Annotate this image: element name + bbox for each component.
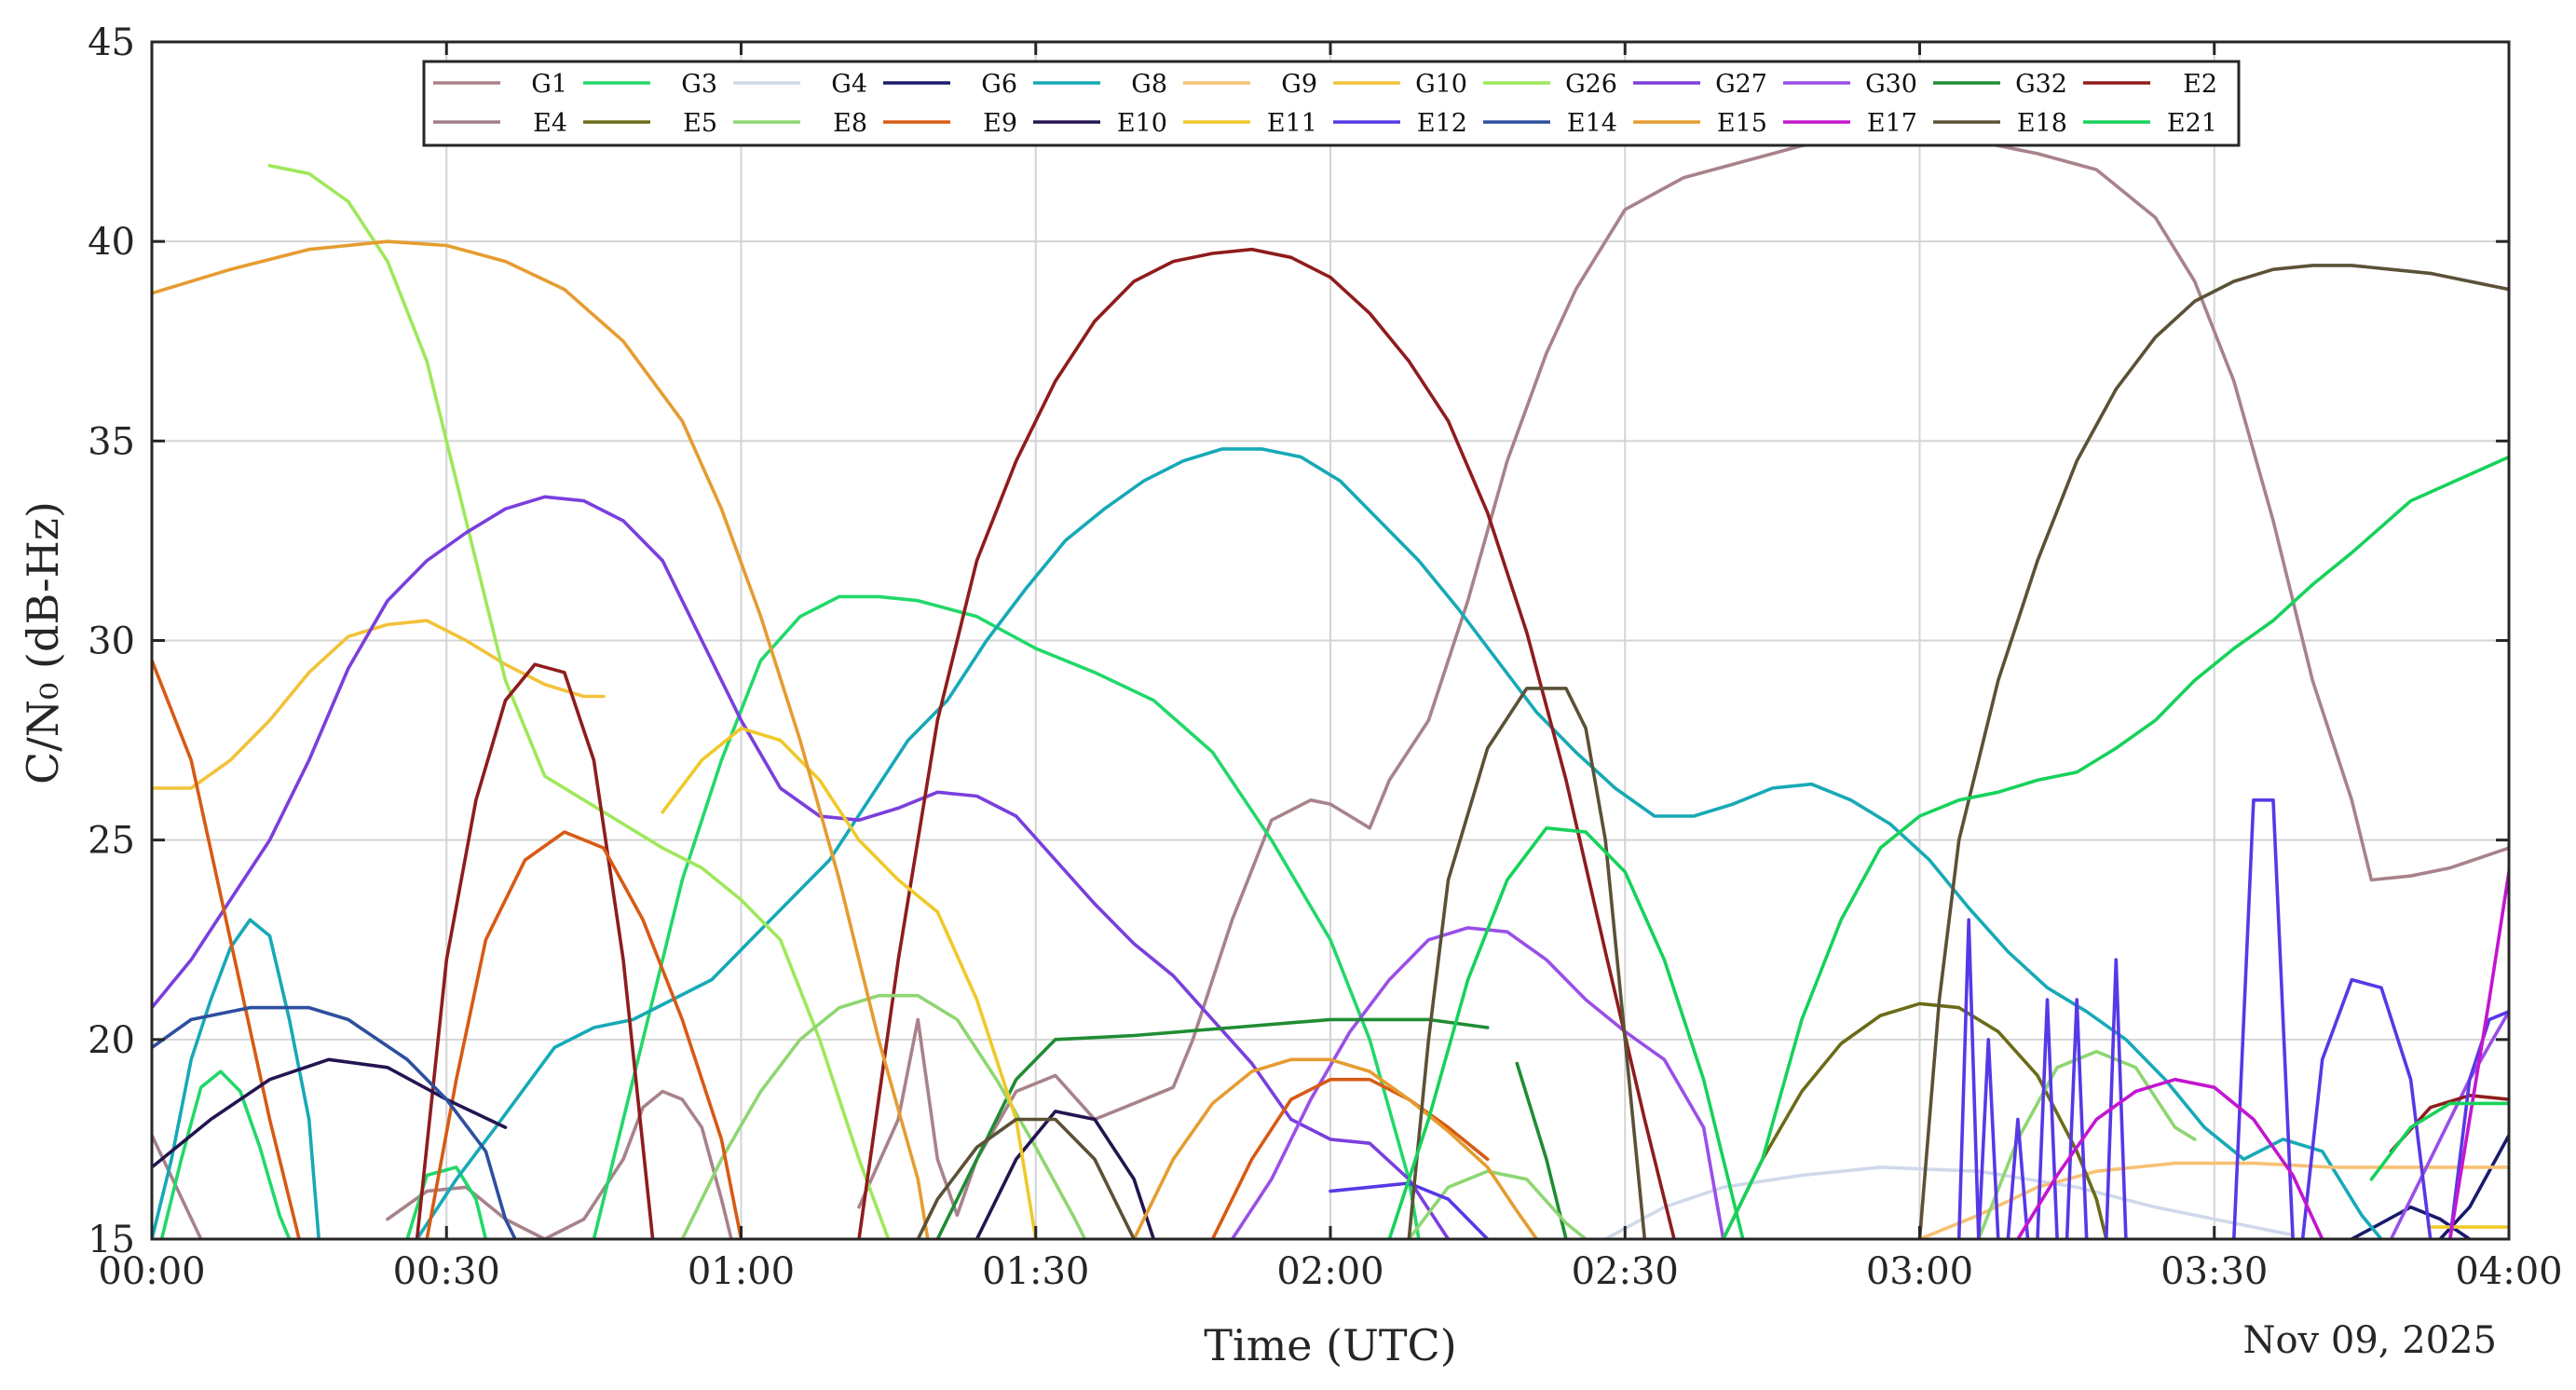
series-line-e9 — [1210, 1077, 1490, 1239]
legend-label-e18: E18 — [2017, 109, 2067, 138]
y-tick-label: 45 — [88, 21, 135, 64]
legend: G1 G3 G4 G6 G8 G9 G10 G26 G27 G30 G32 E2 E4 E5 E8 E9 E10… — [422, 60, 2241, 147]
legend-label-g9: G9 — [1281, 70, 1317, 99]
legend-label-g3: G3 — [681, 70, 717, 99]
series-line-e18 — [1917, 264, 2509, 1239]
legend-label-g30: G30 — [1865, 70, 1917, 99]
series-line-g30 — [2389, 1010, 2509, 1239]
legend-label-e15: E15 — [1717, 109, 1767, 138]
x-tick-label: 03:30 — [2160, 1250, 2268, 1293]
series-line-e12 — [1977, 1038, 2000, 1239]
legend-label-e2: E2 — [2183, 70, 2217, 99]
x-tick-label: 04:00 — [2455, 1250, 2562, 1293]
legend-label-g27: G27 — [1715, 70, 1767, 99]
series-line-g32 — [935, 1017, 1490, 1239]
legend-label-g10: G10 — [1415, 70, 1467, 99]
legend-label-e8: E8 — [833, 109, 867, 138]
series-line-e9 — [152, 659, 301, 1239]
series-line-e12 — [1956, 918, 1981, 1239]
series-line-e15 — [152, 239, 930, 1239]
y-tick-label: 25 — [88, 820, 135, 863]
series-line-e15 — [1132, 1057, 1539, 1239]
legend-label-g6: G6 — [981, 70, 1017, 99]
series-line-e12 — [2006, 1117, 2030, 1239]
series-layer — [152, 136, 2509, 1239]
series-line-e11 — [661, 726, 1038, 1239]
date-label: Nov 09, 2025 — [2242, 1319, 2497, 1362]
y-tick-label: 20 — [88, 1019, 135, 1062]
legend-label-g4: G4 — [831, 70, 867, 99]
legend-box — [422, 60, 2241, 147]
series-line-g1 — [152, 1133, 203, 1239]
x-tick-label: 02:30 — [1572, 1250, 1679, 1293]
legend-label-g8: G8 — [1131, 70, 1167, 99]
series-line-e17 — [2448, 870, 2509, 1239]
y-axis-title: C/N₀ (dB-Hz) — [18, 501, 68, 784]
legend-label-e5: E5 — [683, 109, 717, 138]
legend-label-g1: G1 — [531, 70, 567, 99]
y-tick-label: 15 — [88, 1219, 135, 1261]
series-line-g3 — [159, 1070, 292, 1239]
legend-label-e14: E14 — [1567, 109, 1617, 138]
series-line-e12 — [2232, 797, 2295, 1239]
series-line-e18 — [1407, 687, 1647, 1239]
x-tick-label: 00:00 — [98, 1250, 205, 1293]
legend-label-e10: E10 — [1117, 109, 1167, 138]
x-tick-label: 02:00 — [1276, 1250, 1383, 1293]
series-line-g27 — [152, 495, 1451, 1239]
series-line-g8 — [415, 447, 2383, 1239]
series-line-e21 — [2369, 1101, 2509, 1181]
tick-layer: 00:00 00:30 01:00 01:30 02:00 02:30 03:00 03:30… — [88, 21, 2563, 1293]
legend-label-e11: E11 — [1267, 109, 1317, 138]
series-line-e14 — [152, 1005, 517, 1239]
series-line-e2 — [415, 662, 655, 1239]
series-line-e12 — [2105, 958, 2128, 1239]
series-line-g4 — [1603, 1165, 2295, 1239]
series-line-e18 — [916, 1117, 1136, 1239]
series-line-e8 — [680, 993, 1087, 1239]
x-tick-label: 00:30 — [393, 1250, 500, 1293]
series-line-g32 — [1515, 1061, 1568, 1239]
legend-label-e21: E21 — [2167, 109, 2217, 138]
series-line-e9 — [425, 830, 743, 1239]
x-tick-label: 03:00 — [1866, 1250, 1973, 1293]
series-line-e12 — [2036, 998, 2059, 1239]
legend-label-g26: G26 — [1565, 70, 1617, 99]
series-line-e21 — [1387, 825, 1745, 1239]
y-tick-label: 35 — [88, 420, 135, 463]
legend-label-e17: E17 — [1867, 109, 1917, 138]
series-line-g1 — [386, 1089, 733, 1239]
series-line-e10 — [975, 1110, 1156, 1239]
legend-label-e12: E12 — [1417, 109, 1467, 138]
legend-label-e9: E9 — [983, 109, 1017, 138]
series-line-g1 — [857, 136, 2509, 1218]
y-tick-label: 40 — [88, 221, 135, 264]
series-line-e17 — [2016, 1077, 2324, 1239]
x-tick-label: 01:30 — [982, 1250, 1089, 1293]
legend-label-g32: G32 — [2015, 70, 2067, 99]
series-line-g10 — [152, 619, 606, 790]
series-line-e2 — [857, 247, 1676, 1239]
series-line-g9 — [1917, 1161, 2509, 1239]
x-tick-label: 01:00 — [688, 1250, 795, 1293]
legend-label-e4: E4 — [533, 109, 567, 138]
series-line-e21 — [1721, 455, 2509, 1239]
grid-layer — [152, 42, 2509, 1239]
x-axis-title: Time (UTC) — [1204, 1320, 1456, 1370]
series-line-e12 — [2300, 977, 2433, 1239]
y-tick-label: 30 — [88, 620, 135, 663]
